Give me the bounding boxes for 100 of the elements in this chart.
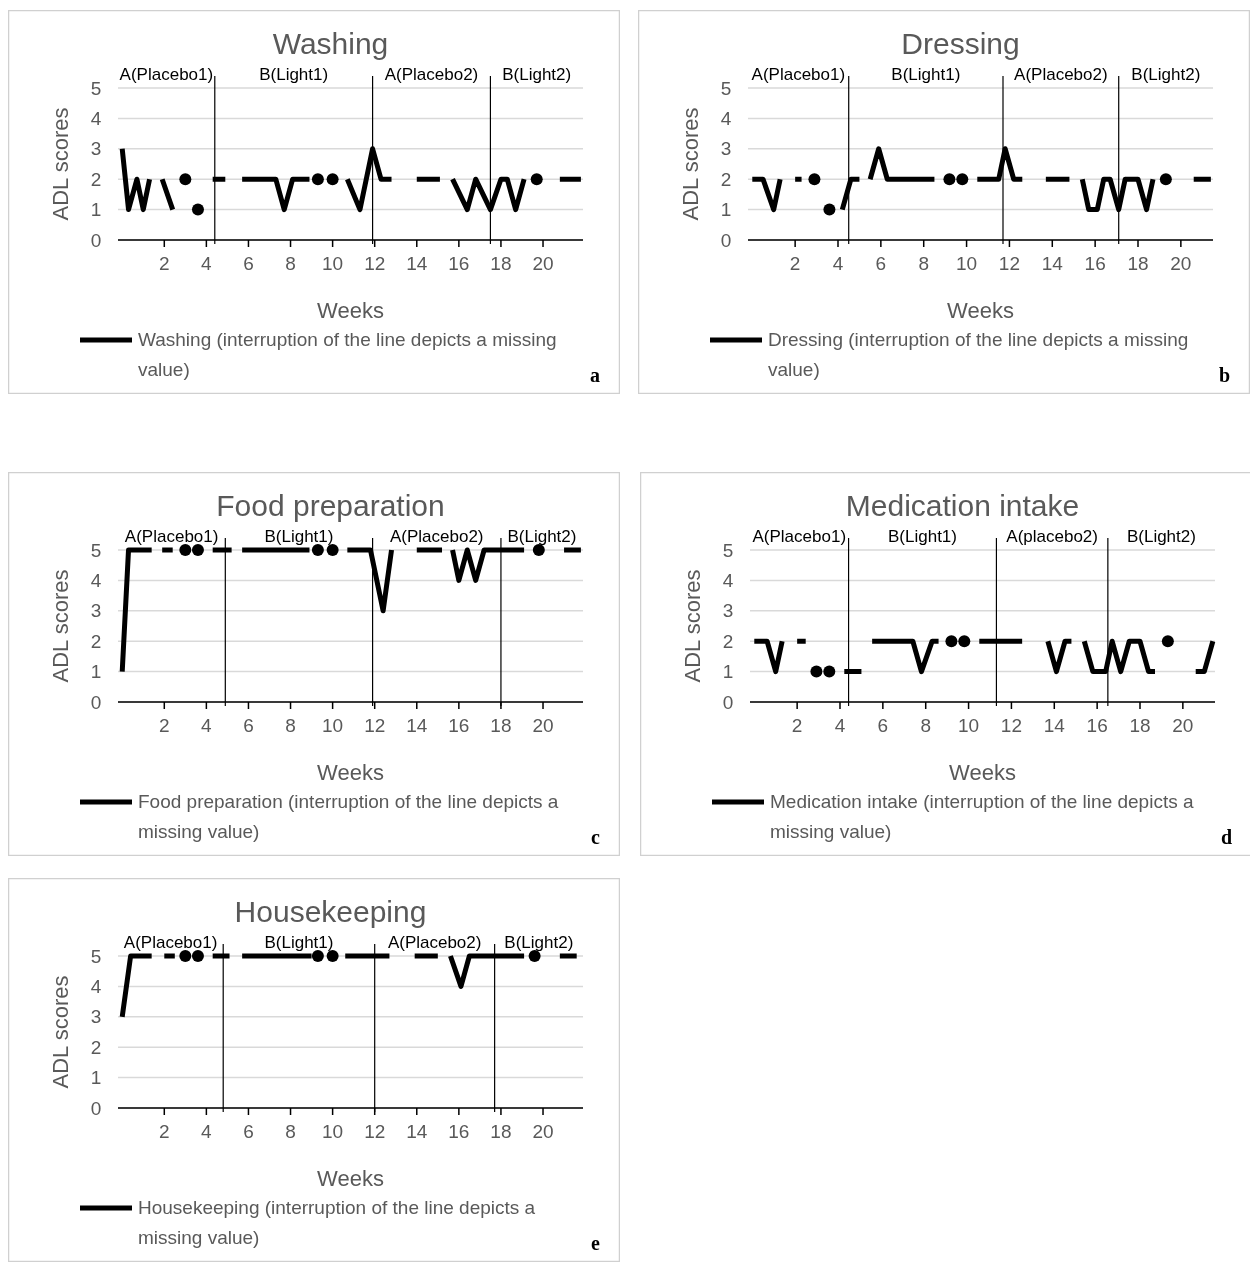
y-tick-label: 3	[90, 600, 102, 622]
y-axis-title: ADL scores	[48, 107, 73, 221]
x-tick-label: 10	[322, 253, 344, 274]
chart-title: Washing	[272, 27, 389, 60]
x-tick-label: 6	[243, 253, 254, 274]
legend-label: Washing (interruption of the line depicts a missing value)	[138, 329, 557, 380]
text: A(Placebo2)	[384, 65, 479, 84]
legend-label: Dressing (interruption of the line depicts a missing value)	[768, 329, 1189, 380]
y-tick-label: 5	[90, 539, 102, 561]
y-tick-label: 2	[90, 1036, 102, 1058]
y-axis-title: ADL scores	[680, 569, 705, 683]
text: A(placebo2)	[1006, 527, 1098, 546]
y-tick-label: 4	[90, 108, 102, 130]
y-tick-label: 4	[90, 976, 102, 998]
x-tick-label: 14	[1043, 715, 1066, 736]
x-tick-label: 8	[920, 715, 931, 736]
x-tick-label: 6	[243, 715, 254, 736]
x-tick-label: 8	[285, 1121, 296, 1142]
x-tick-label: 4	[201, 715, 213, 736]
x-tick-label: 12	[364, 253, 386, 274]
x-tick-label: 12	[364, 1121, 386, 1142]
x-tick-label: 2	[159, 253, 170, 274]
x-tick-label: 6	[875, 253, 887, 274]
y-tick-label: 3	[90, 138, 102, 160]
x-tick-label: 18	[1129, 715, 1151, 736]
text: A(Placebo2)	[387, 933, 482, 952]
x-tick-label: 20	[532, 253, 554, 274]
y-axis-title: ADL scores	[678, 107, 703, 221]
y-tick-label: 2	[722, 630, 734, 652]
y-tick-label: 0	[90, 691, 102, 713]
x-tick-label: 14	[406, 715, 428, 736]
x-tick-label: 12	[998, 253, 1020, 274]
x-tick-label: 2	[789, 253, 801, 274]
x-tick-label: 10	[958, 715, 980, 736]
y-tick-label: 4	[90, 570, 102, 592]
text: B(Light1)	[259, 65, 329, 84]
x-tick-label: 18	[490, 1121, 512, 1142]
chart-title: Dressing	[901, 27, 1020, 60]
text: B(Light2)	[502, 65, 572, 84]
x-axis-title: Weeks	[317, 760, 384, 785]
y-tick-label: 1	[722, 661, 734, 683]
y-tick-label: 1	[90, 661, 102, 683]
x-tick-label: 4	[832, 253, 844, 274]
text: A(Placebo1)	[124, 527, 219, 546]
text: A(Placebo1)	[752, 527, 847, 546]
text: c	[591, 826, 601, 848]
x-tick-label: 18	[490, 253, 512, 274]
legend-label: Food preparation (interruption of the line depicts a missing value)	[138, 791, 559, 842]
x-tick-label: 10	[322, 1121, 344, 1142]
text: B(Light1)	[888, 527, 957, 546]
x-tick-label: 14	[406, 1121, 428, 1142]
x-tick-label: 2	[791, 715, 803, 736]
x-tick-label: 16	[1086, 715, 1108, 736]
text: b	[1218, 364, 1230, 386]
x-tick-label: 8	[285, 715, 296, 736]
x-axis-title: Weeks	[317, 1166, 384, 1191]
x-axis-title: Weeks	[949, 760, 1016, 785]
text: B(Light2)	[1131, 65, 1201, 84]
y-tick-label: 3	[90, 1006, 102, 1028]
y-tick-label: 3	[722, 600, 734, 622]
x-tick-label: 16	[448, 715, 470, 736]
x-tick-label: 6	[243, 1121, 254, 1142]
y-tick-label: 4	[722, 570, 734, 592]
text: B(Light1)	[891, 65, 961, 84]
x-tick-label: 12	[364, 715, 386, 736]
x-tick-label: 8	[918, 253, 929, 274]
y-tick-label: 2	[90, 168, 102, 190]
x-tick-label: 12	[1000, 715, 1022, 736]
x-tick-label: 20	[532, 715, 554, 736]
text: B(Light2)	[504, 933, 574, 952]
y-tick-label: 5	[720, 77, 732, 99]
y-tick-label: 0	[720, 229, 732, 251]
x-tick-label: 14	[1041, 253, 1064, 274]
y-tick-label: 2	[90, 630, 102, 652]
y-tick-label: 5	[90, 77, 102, 99]
text: e	[591, 1232, 601, 1254]
y-axis-title: ADL scores	[48, 569, 73, 683]
x-tick-label: 18	[1127, 253, 1149, 274]
y-tick-label: 1	[90, 1067, 102, 1089]
x-tick-label: 20	[532, 1121, 554, 1142]
y-tick-label: 1	[720, 199, 732, 221]
x-tick-label: 20	[1170, 253, 1192, 274]
x-tick-label: 20	[1172, 715, 1194, 736]
chart-title: Housekeeping	[234, 895, 427, 928]
x-tick-label: 2	[159, 1121, 170, 1142]
legend-label: Medication intake (interruption of the line depicts a missing value)	[770, 791, 1194, 842]
y-tick-label: 0	[90, 1097, 102, 1119]
text: A(Placebo1)	[119, 65, 214, 84]
y-tick-label: 0	[90, 229, 102, 251]
y-tick-label: 2	[720, 168, 732, 190]
x-tick-label: 16	[448, 253, 470, 274]
text: B(Light2)	[1126, 527, 1196, 546]
x-tick-label: 4	[201, 1121, 213, 1142]
y-tick-label: 3	[720, 138, 732, 160]
x-tick-label: 2	[159, 715, 170, 736]
x-axis-title: Weeks	[947, 298, 1014, 323]
text: B(Light1)	[264, 933, 334, 952]
y-tick-label: 4	[720, 108, 732, 130]
y-tick-label: 5	[722, 539, 734, 561]
text: A(Placebo2)	[1014, 65, 1108, 84]
